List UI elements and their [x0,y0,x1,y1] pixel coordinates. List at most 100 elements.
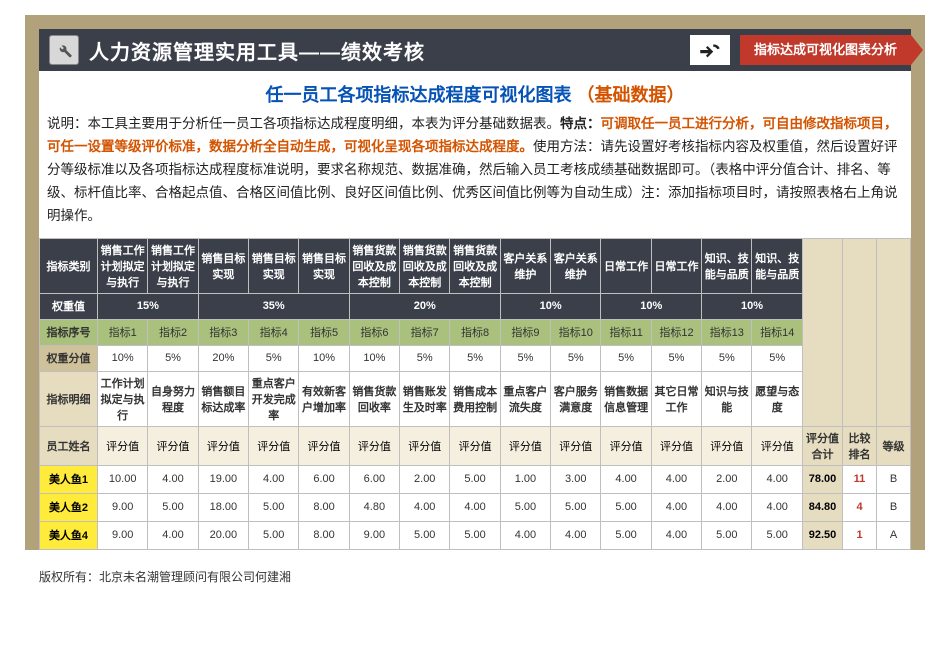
index-cell: 指标11 [601,319,651,345]
detail-cell: 客户服务满意度 [551,371,601,426]
score-cell: 9.00 [349,521,399,549]
category-cell: 知识、技能与品质 [702,238,752,293]
index-cell: 指标12 [651,319,701,345]
detail-cell: 有效新客户增加率 [299,371,349,426]
index-cell: 指标1 [98,319,148,345]
index-cell: 指标8 [450,319,500,345]
data-table: 指标类别 销售工作计划拟定与执行销售工作计划拟定与执行销售目标实现销售目标实现销… [39,238,911,550]
score-cell: 5.00 [249,493,299,521]
score-label: 评分值 [400,426,450,465]
score-label: 评分值 [249,426,299,465]
score-label: 评分值 [702,426,752,465]
score-label: 评分值 [198,426,248,465]
index-cell: 指标10 [551,319,601,345]
score-cell: 2.00 [400,465,450,493]
detail-cell: 销售成本费用控制 [450,371,500,426]
total-header: 评分值合计 [803,426,843,465]
category-cell: 销售工作计划拟定与执行 [148,238,198,293]
subweight-cell: 20% [198,345,248,371]
ribbon-link[interactable]: 指标达成可视化图表分析 [740,35,911,65]
rank-cell: 1 [843,521,877,549]
score-cell: 4.00 [148,465,198,493]
score-label: 评分值 [752,426,803,465]
total-cell: 92.50 [803,521,843,549]
category-cell: 日常工作 [651,238,701,293]
score-cell: 5.00 [601,521,651,549]
weight-cell: 15% [98,293,199,319]
detail-cell: 重点客户开发完成率 [249,371,299,426]
category-cell: 销售目标实现 [249,238,299,293]
score-cell: 3.00 [551,465,601,493]
total-cell: 78.00 [803,465,843,493]
subweight-cell: 10% [98,345,148,371]
label-category: 指标类别 [40,238,98,293]
subweight-cell: 5% [752,345,803,371]
score-cell: 20.00 [198,521,248,549]
weight-cell: 10% [601,293,702,319]
subweight-cell: 5% [702,345,752,371]
score-cell: 5.00 [601,493,651,521]
table-row: 美人鱼29.005.0018.005.008.004.804.004.005.0… [40,493,911,521]
grade-cell: A [877,521,911,549]
weight-cell: 10% [500,293,601,319]
score-cell: 18.00 [198,493,248,521]
label-name: 员工姓名 [40,426,98,465]
score-cell: 9.00 [98,493,148,521]
label-subweight: 权重分值 [40,345,98,371]
score-cell: 5.00 [752,521,803,549]
score-label: 评分值 [651,426,701,465]
index-cell: 指标14 [752,319,803,345]
score-label: 评分值 [349,426,399,465]
category-cell: 客户关系维护 [551,238,601,293]
subtitle-main: 任一员工各项指标达成程度可视化图表 [265,85,571,105]
weight-cell: 35% [198,293,349,319]
score-label: 评分值 [601,426,651,465]
footer-copyright: 版权所有：北京未名潮管理顾问有限公司何建湘 [25,568,925,585]
score-cell: 19.00 [198,465,248,493]
category-cell: 销售货款回收及成本控制 [400,238,450,293]
score-cell: 9.00 [98,521,148,549]
grade-cell: B [877,493,911,521]
category-cell: 日常工作 [601,238,651,293]
score-cell: 4.00 [601,465,651,493]
score-cell: 6.00 [349,465,399,493]
employee-name: 美人鱼2 [40,493,98,521]
category-cell: 销售工作计划拟定与执行 [98,238,148,293]
detail-cell: 工作计划拟定与执行 [98,371,148,426]
score-cell: 6.00 [299,465,349,493]
detail-cell: 知识与技能 [702,371,752,426]
index-cell: 指标4 [249,319,299,345]
category-cell: 销售货款回收及成本控制 [450,238,500,293]
score-cell: 5.00 [450,521,500,549]
category-cell: 知识、技能与品质 [752,238,803,293]
score-label: 评分值 [450,426,500,465]
score-cell: 4.00 [651,465,701,493]
subweight-cell: 5% [450,345,500,371]
total-cell: 84.80 [803,493,843,521]
score-cell: 10.00 [98,465,148,493]
detail-cell: 其它日常工作 [651,371,701,426]
score-cell: 4.00 [752,493,803,521]
score-cell: 5.00 [400,521,450,549]
score-cell: 4.00 [400,493,450,521]
subweight-cell: 5% [148,345,198,371]
index-cell: 指标3 [198,319,248,345]
score-cell: 4.00 [702,493,752,521]
score-cell: 5.00 [148,493,198,521]
score-cell: 4.00 [651,521,701,549]
index-cell: 指标13 [702,319,752,345]
category-cell: 销售目标实现 [299,238,349,293]
score-label: 评分值 [500,426,550,465]
index-cell: 指标6 [349,319,399,345]
subweight-cell: 10% [349,345,399,371]
subweight-cell: 5% [249,345,299,371]
score-cell: 4.00 [450,493,500,521]
employee-name: 美人鱼1 [40,465,98,493]
score-cell: 5.00 [702,521,752,549]
label-detail: 指标明细 [40,371,98,426]
detail-cell: 销售账发生及时率 [400,371,450,426]
score-cell: 4.00 [551,521,601,549]
score-label: 评分值 [551,426,601,465]
subweight-cell: 5% [601,345,651,371]
score-cell: 4.00 [500,521,550,549]
